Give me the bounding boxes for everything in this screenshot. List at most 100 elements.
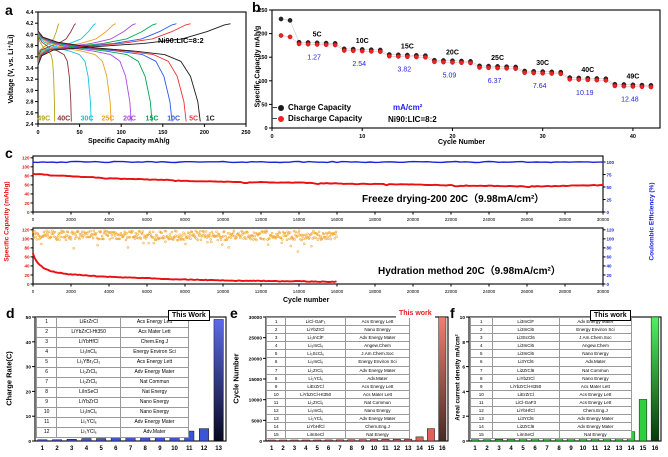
tick-label: 20 [24,201,30,206]
efficiency-scatter-point [75,235,78,239]
legend-charge: Charge Capacity [272,102,362,113]
ranking-cell: LiInSeCl [285,430,346,440]
legend-discharge-label: Discharge Capacity [288,114,363,123]
current-density-label: 1.27 [307,54,321,61]
panel-b-density-unit: mA/cm² [393,103,423,112]
tick-label: 26000 [521,217,534,222]
bar-index-label: 10 [171,446,178,452]
ranking-cell: LiYbZrCl [285,325,346,335]
efficiency-scatter-point [253,234,256,238]
efficiency-scatter-point [89,229,92,233]
efficiency-scatter-point [126,246,130,249]
tick-label: 0 [259,439,262,445]
efficiency-scatter-point [114,231,117,235]
bar [650,316,660,442]
discharge-point [630,84,636,89]
efficiency-scatter-point [92,229,95,233]
bar [347,439,356,442]
efficiency-scatter-point [310,232,314,235]
bar-index-label: 10 [580,446,587,452]
efficiency-scatter-point [138,229,141,233]
efficiency-scatter-point [326,237,330,240]
ranking-cell: Li₃ScCl₆ [285,349,346,359]
ranking-cell: Li3YCl6 [491,414,560,424]
ranking-row: 4 Li3InCl6 Angew.Chem [470,341,633,351]
bar [370,439,378,442]
bar-index-label: 7 [129,446,133,452]
efficiency-scatter-point [134,231,137,235]
efficiency-scatter-point [202,230,205,233]
ranking-cell: Li₃YCl₆ [285,414,346,424]
ranking-cell: 11 [35,417,58,428]
efficiency-scatter-point [76,230,80,234]
rate-group-label: 10C [356,38,369,45]
ranking-cell: LiErZrCl [56,317,121,328]
ranking-cell: Adv.Mater [119,427,190,438]
discharge-curve [37,30,201,122]
ranking-cell: Nano Energy [344,325,411,335]
ranking-cell: LiCl-GaF3 [491,397,560,408]
efficiency-scatter-point [317,233,320,237]
tick-label: 8000 [180,217,191,222]
ranking-row: 7 Li2ZrCl6 Nat Commun [470,365,633,375]
ranking-cell: 2 [35,327,58,338]
efficiency-scatter-point [248,235,252,238]
tick-label: 6 [462,365,465,371]
ranking-cell: Li₃InCl₆ [285,341,346,351]
ranking-row: 10 LiErZrCl Acs Energy Lett [470,389,633,399]
ranking-row: 13 Li3YCl6 Adv Energy Mater [470,414,633,424]
tick-label: 10 [460,315,466,321]
efficiency-scatter-point [42,235,45,238]
bar-index-label: 12 [201,446,208,452]
bar-index-label: 13 [405,446,412,452]
efficiency-scatter-point [290,235,294,239]
efficiency-scatter-point [108,238,112,241]
rate-group-label: 15C [401,44,414,51]
ranking-cell: LiYbZrCl-Ht350 [56,327,121,338]
efficiency-scatter-point [270,234,273,238]
efficiency-scatter-point [182,238,186,241]
tick-label: 10000 [249,398,263,404]
bar [427,428,435,442]
tick-label: 3.0 [26,88,34,94]
efficiency-scatter-point [188,231,191,235]
efficiency-scatter-point [95,231,98,235]
tick-label: 0 [27,282,30,287]
bar-index-label: 6 [327,446,331,452]
ranking-cell: Nano Energy [558,373,633,383]
bar-index-label: 10 [371,446,378,452]
efficiency-scatter-point [178,233,181,237]
discharge-point [468,60,473,66]
efficiency-scatter-point [78,237,81,241]
ranking-cell: Li3InCl6 [491,349,560,359]
discharge-point [414,54,419,60]
ranking-cell: Adv.Mater [344,373,411,383]
efficiency-scatter-point [139,237,143,240]
discharge-point [350,48,356,54]
efficiency-scatter-point [334,232,337,236]
bar [37,439,48,442]
ranking-row: 9 LiErZrCl Acs Energy Lett [265,381,411,391]
ranking-cell: 3 [470,333,493,343]
ranking-row: 8 Li₃YCl₆ Adv.Mater [265,373,411,383]
efficiency-scatter-point [317,230,321,234]
discharge-point [603,78,609,83]
charge-curve [37,23,136,66]
efficiency-scatter-point [277,235,280,239]
efficiency-scatter-point [210,240,213,244]
efficiency-scatter-point [85,235,88,239]
efficiency-scatter-point [215,235,219,238]
tick-label: 20000 [249,356,263,362]
bar [66,439,77,442]
efficiency-scatter-point [140,232,144,236]
ranking-cell: 9 [470,381,493,391]
bar [213,319,224,442]
panel-c-xlabel: Cycle number [283,297,330,304]
panel-label-c: c [5,145,13,161]
bar [313,439,322,442]
tick-label: 20 [607,273,613,278]
bar-index-label: 3 [497,446,501,452]
efficiency-scatter-point [221,243,224,246]
efficiency-scatter-point [239,236,242,240]
ranking-cell: 3 [35,337,58,348]
